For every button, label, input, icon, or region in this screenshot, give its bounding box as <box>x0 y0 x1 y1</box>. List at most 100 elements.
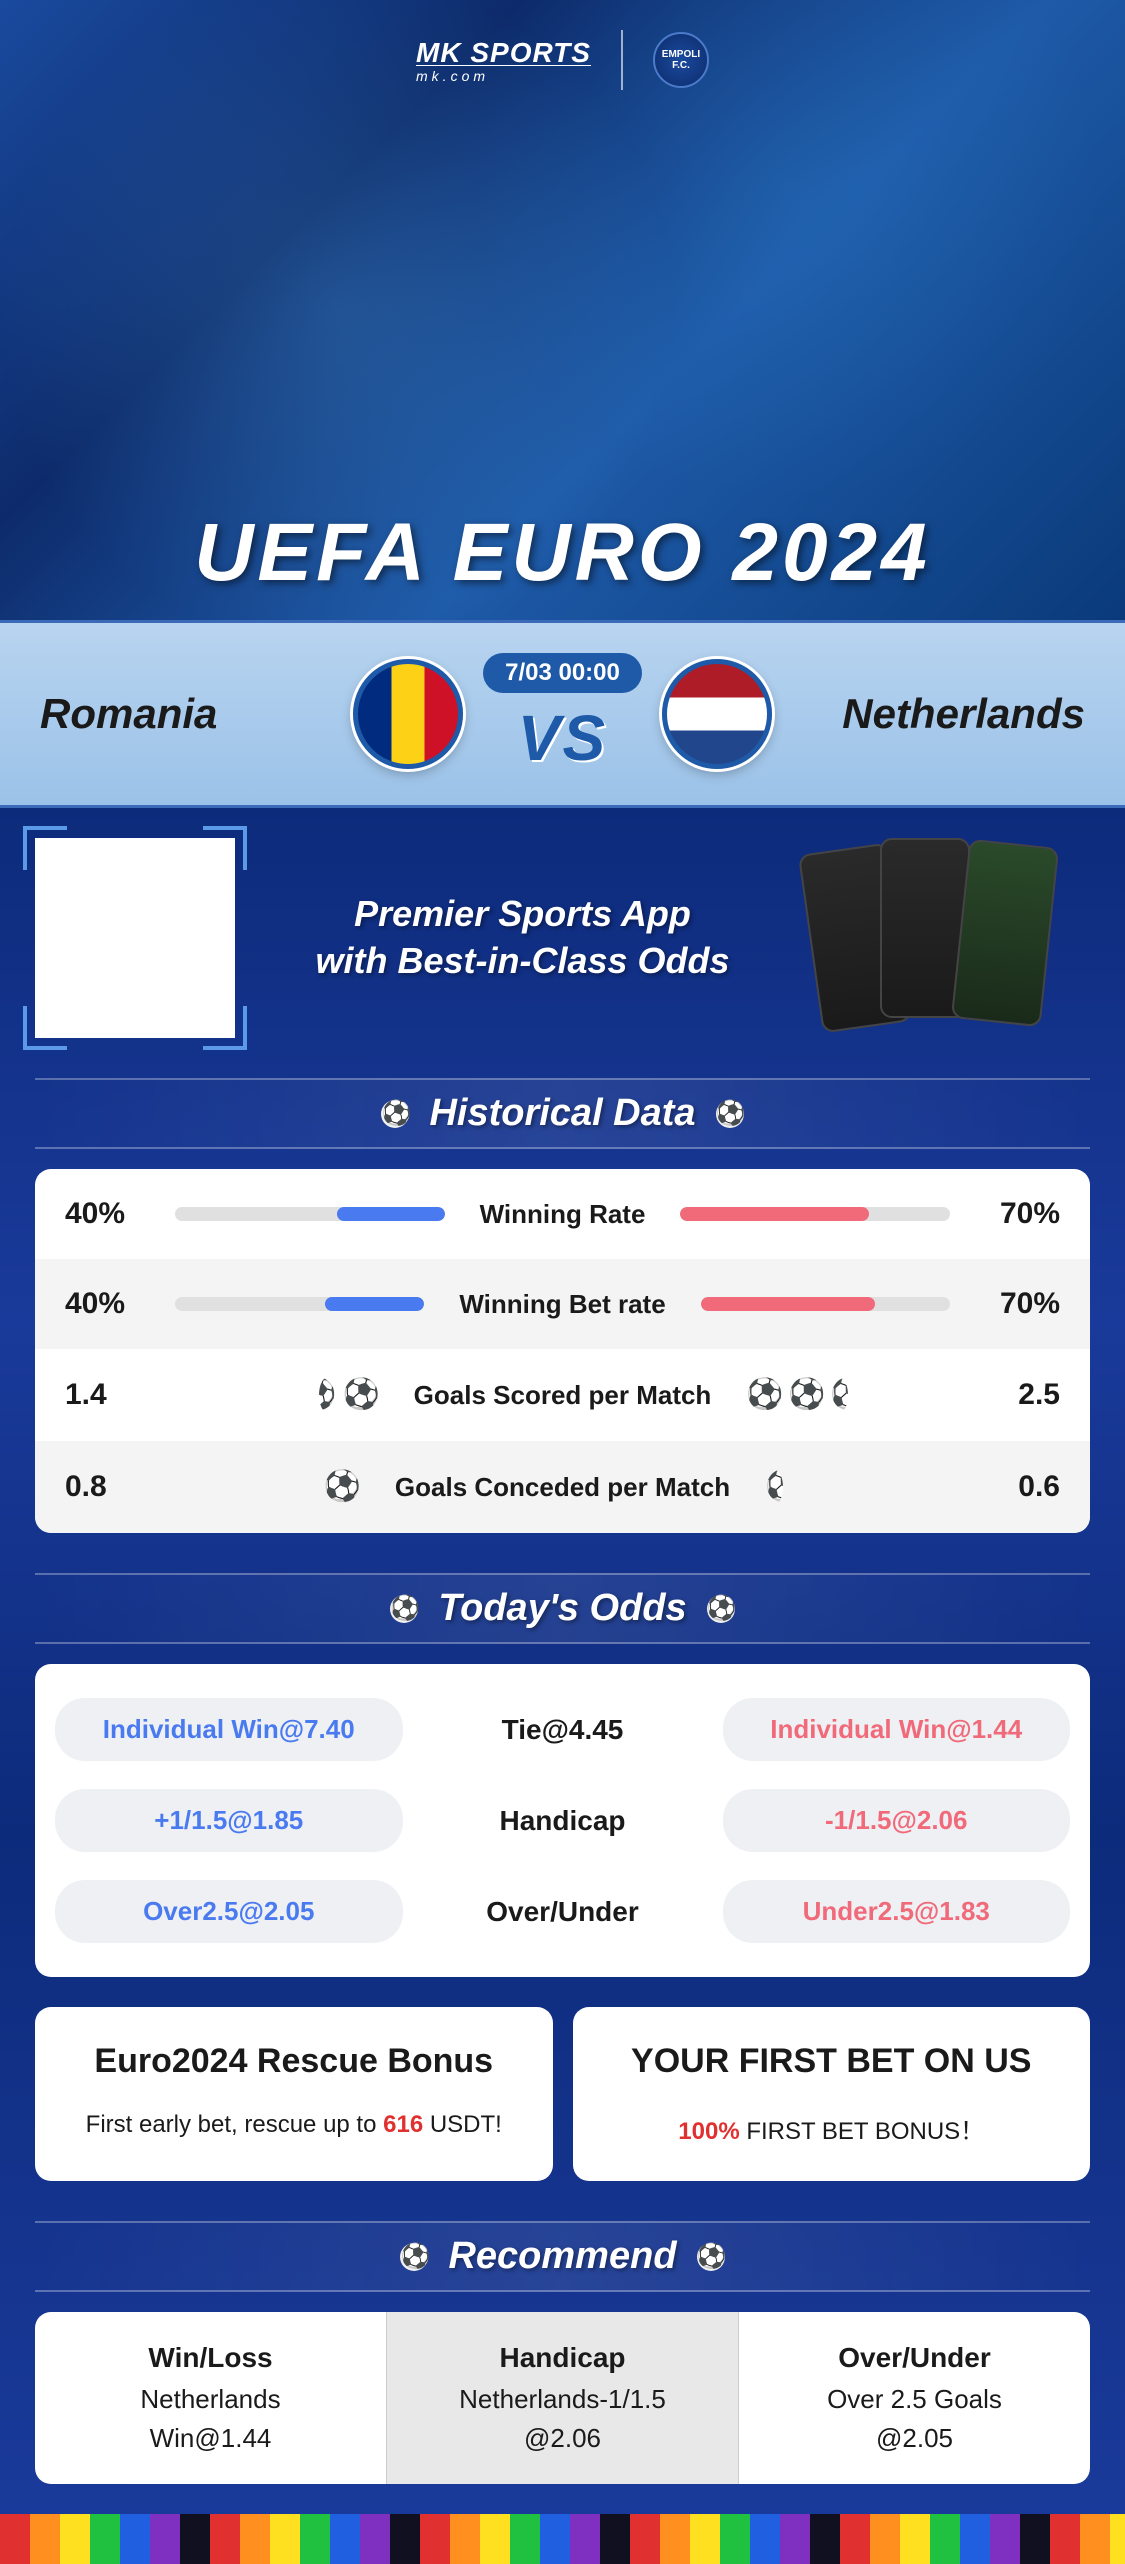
app-screenshots <box>810 838 1090 1038</box>
promo-banner: Premier Sports App with Best-in-Class Od… <box>35 838 1090 1038</box>
odds-left[interactable]: Individual Win@7.40 <box>55 1698 403 1761</box>
recommend-odds: @2.05 <box>759 2423 1070 2454</box>
hero-banner: MK SPORTS mk.com EMPOLI F.C. UEFA EURO 2… <box>0 0 1125 620</box>
recommend-column[interactable]: Over/Under Over 2.5 Goals @2.05 <box>739 2312 1090 2484</box>
ball-half-icon: ⚽ <box>319 1377 337 1413</box>
hist-label: Goals Scored per Match <box>399 1380 727 1411</box>
match-time: 7/03 00:00 <box>483 653 642 693</box>
recommend-category: Win/Loss <box>55 2342 366 2374</box>
partner-badge: EMPOLI F.C. <box>653 32 709 88</box>
hist-row: 40% Winning Rate 70% <box>35 1169 1090 1259</box>
hist-label: Winning Bet rate <box>444 1289 680 1320</box>
hist-label: Winning Rate <box>465 1199 661 1230</box>
brand-name: MK SPORTS <box>416 37 591 68</box>
soccer-ball-icon <box>400 2243 428 2271</box>
ball-half-icon: ⚽ <box>830 1377 848 1413</box>
ball-half-icon: ⚽ <box>765 1469 783 1505</box>
vs-text: VS <box>483 701 642 775</box>
hist-row: 1.4⚽⚽Goals Scored per Match⚽⚽⚽2.5 <box>35 1349 1090 1441</box>
recommend-panel: Win/Loss Netherlands Win@1.44 Handicap Nethe… <box>35 2312 1090 2484</box>
recommend-pick: Netherlands-1/1.5 <box>407 2384 718 2415</box>
vs-center: 7/03 00:00 VS <box>483 653 642 775</box>
hist-left-value: 40% <box>65 1197 155 1231</box>
recommend-title: Recommend <box>448 2235 676 2278</box>
odds-title: Today's Odds <box>438 1587 686 1630</box>
bonus-subtitle: First early bet, rescue up to 616 USDT! <box>65 2111 523 2139</box>
recommend-pick: Over 2.5 Goals <box>759 2384 1070 2415</box>
team1-name: Romania <box>40 690 340 738</box>
promo-line2: with Best-in-Class Odds <box>265 938 780 985</box>
ball-icon: ⚽ <box>343 1377 379 1413</box>
soccer-ball-icon <box>716 1100 744 1128</box>
recommend-column[interactable]: Handicap Netherlands-1/1.5 @2.06 <box>386 2312 739 2484</box>
hist-label: Goals Conceded per Match <box>380 1472 745 1503</box>
hist-right-value: 0.6 <box>970 1470 1060 1504</box>
hist-bar-right <box>701 1297 950 1311</box>
team2-name: Netherlands <box>785 690 1085 738</box>
hero-title: UEFA EURO 2024 <box>194 506 931 600</box>
ball-icon: ⚽ <box>788 1377 824 1413</box>
soccer-ball-icon <box>381 1100 409 1128</box>
promo-text: Premier Sports App with Best-in-Class Od… <box>265 891 780 985</box>
ball-count-right: ⚽⚽⚽ <box>746 1377 950 1413</box>
odds-right[interactable]: Under2.5@1.83 <box>723 1880 1071 1943</box>
footer-color-stripe <box>0 2514 1125 2564</box>
recommend-column[interactable]: Win/Loss Netherlands Win@1.44 <box>35 2312 386 2484</box>
brand-divider <box>621 30 623 90</box>
odds-right[interactable]: -1/1.5@2.06 <box>723 1789 1071 1852</box>
bonus-row: Euro2024 Rescue Bonus First early bet, re… <box>35 2007 1090 2181</box>
recommend-odds: Win@1.44 <box>55 2423 366 2454</box>
odds-center: Over/Under <box>423 1896 703 1928</box>
qr-code[interactable] <box>35 838 235 1038</box>
soccer-ball-icon <box>390 1595 418 1623</box>
hist-left-value: 40% <box>65 1287 155 1321</box>
hist-row: 0.8 ⚽ Goals Conceded per Match ⚽ 0.6 <box>35 1441 1090 1533</box>
soccer-ball-icon <box>697 2243 725 2271</box>
hist-row: 40% Winning Bet rate 70% <box>35 1259 1090 1349</box>
bonus-subtitle: 100% FIRST BET BONUS！ <box>603 2111 1061 2146</box>
matchup-bar: Romania 7/03 00:00 VS Netherlands <box>0 620 1125 808</box>
odds-row: +1/1.5@1.85 Handicap -1/1.5@2.06 <box>55 1775 1070 1866</box>
hist-left-value: 1.4 <box>65 1378 155 1412</box>
hist-right-value: 70% <box>970 1197 1060 1231</box>
promo-line1: Premier Sports App <box>265 891 780 938</box>
odds-header: Today's Odds <box>35 1573 1090 1644</box>
flag-romania-icon <box>353 659 463 769</box>
hist-right-value: 70% <box>970 1287 1060 1321</box>
ball-count-left: ⚽ <box>175 1469 360 1505</box>
content: Premier Sports App with Best-in-Class Od… <box>0 808 1125 2514</box>
bonus-title: Euro2024 Rescue Bonus <box>65 2042 523 2081</box>
odds-right[interactable]: Individual Win@1.44 <box>723 1698 1071 1761</box>
odds-left[interactable]: +1/1.5@1.85 <box>55 1789 403 1852</box>
soccer-ball-icon <box>707 1595 735 1623</box>
historical-title: Historical Data <box>429 1092 695 1135</box>
brand-logo: MK SPORTS mk.com <box>416 37 591 84</box>
ball-icon: ⚽ <box>324 1469 360 1505</box>
ball-count-left: ⚽⚽ <box>175 1377 379 1413</box>
hist-bar-left <box>175 1297 424 1311</box>
hist-bar-right <box>680 1207 950 1221</box>
odds-center: Tie@4.45 <box>423 1714 703 1746</box>
ball-count-right: ⚽ <box>765 1469 950 1505</box>
recommend-category: Handicap <box>407 2342 718 2374</box>
recommend-odds: @2.06 <box>407 2423 718 2454</box>
bonus-card[interactable]: Euro2024 Rescue Bonus First early bet, re… <box>35 2007 553 2181</box>
recommend-header: Recommend <box>35 2221 1090 2292</box>
odds-row: Individual Win@7.40 Tie@4.45 Individual Wi… <box>55 1684 1070 1775</box>
historical-header: Historical Data <box>35 1078 1090 1149</box>
historical-panel: 40% Winning Rate 70% 40% Winning Bet rate 70%… <box>35 1169 1090 1533</box>
bonus-card[interactable]: YOUR FIRST BET ON US 100% FIRST BET BONUS… <box>573 2007 1091 2181</box>
hist-left-value: 0.8 <box>65 1470 155 1504</box>
odds-row: Over2.5@2.05 Over/Under Under2.5@1.83 <box>55 1866 1070 1957</box>
recommend-category: Over/Under <box>759 2342 1070 2374</box>
odds-left[interactable]: Over2.5@2.05 <box>55 1880 403 1943</box>
brand-row: MK SPORTS mk.com EMPOLI F.C. <box>416 30 709 90</box>
vs-block: 7/03 00:00 VS <box>353 653 772 775</box>
odds-center: Handicap <box>423 1805 703 1837</box>
recommend-pick: Netherlands <box>55 2384 366 2415</box>
hero-players-art <box>0 90 1125 506</box>
hist-right-value: 2.5 <box>970 1378 1060 1412</box>
bonus-title: YOUR FIRST BET ON US <box>603 2042 1061 2081</box>
ball-icon: ⚽ <box>746 1377 782 1413</box>
hist-bar-left <box>175 1207 445 1221</box>
